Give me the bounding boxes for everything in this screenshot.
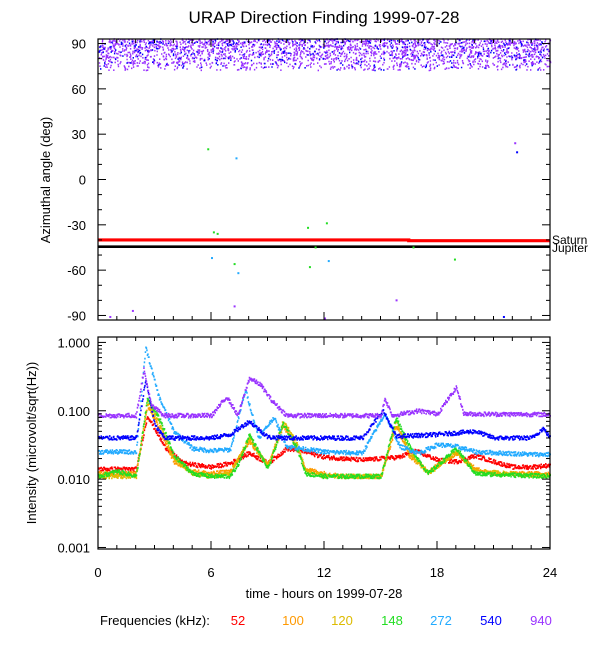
scatter-point-5	[233, 263, 236, 266]
azimuth-ytick-label: -30	[67, 218, 86, 233]
scatter-point-9	[314, 246, 317, 249]
legend-entry-148: 148	[381, 613, 403, 628]
scatter-point-20	[324, 317, 326, 320]
scatter-point-21	[502, 315, 505, 318]
scatter-point-18	[131, 309, 134, 312]
azimuth-ytick-label: 60	[72, 82, 86, 97]
legend: Frequencies (kHz): 52 100 120 148 272 540 940	[100, 613, 552, 628]
intensity-ticks: 1.000 0.100 0.010 0.001 0 6 12 18 24	[57, 335, 557, 580]
intensity-data	[98, 346, 551, 480]
series-940-band	[98, 38, 552, 72]
azimuth-ytick-label: -60	[67, 263, 86, 278]
legend-entry-940: 940	[530, 613, 552, 628]
intensity-series-940	[98, 367, 551, 419]
legend-entry-540: 540	[480, 613, 502, 628]
scatter-point-3	[207, 148, 210, 151]
x-tick-label: 12	[317, 565, 331, 580]
legend-title: Frequencies (kHz):	[100, 613, 210, 628]
x-tick-label: 6	[207, 565, 214, 580]
scatter-point-1	[216, 232, 219, 235]
azimuth-ytick-label: -90	[67, 308, 86, 323]
intensity-ylabel: Intensity (microvolt/sqrt(Hz))	[24, 362, 39, 525]
chart-title: URAP Direction Finding 1999-07-28	[189, 8, 460, 27]
x-axis-label: time - hours on 1999-07-28	[246, 586, 403, 601]
saturn-line	[98, 238, 550, 243]
scatter-point-19	[109, 315, 112, 318]
azimuth-ylabel: Azimuthal angle (deg)	[38, 117, 53, 243]
scatter-point-11	[327, 260, 330, 263]
legend-entry-100: 100	[282, 613, 304, 628]
scatter-point-7	[307, 226, 310, 229]
intensity-ytick-label: 1.000	[57, 335, 90, 350]
jupiter-label: Jupiter	[552, 241, 588, 255]
scatter-point-8	[325, 222, 328, 225]
series-540-band	[98, 38, 551, 72]
azimuth-ticks: 90 60 30 0 -30 -60 -90	[67, 37, 551, 323]
scatter-point-0	[212, 231, 215, 234]
intensity-series-272	[98, 346, 551, 458]
intensity-panel: 1.000 0.100 0.010 0.001 0 6 12 18 24 Intensity (…	[24, 335, 557, 601]
legend-entry-120: 120	[331, 613, 353, 628]
scatter-point-16	[395, 299, 398, 302]
saturn-label: Saturn	[552, 233, 587, 247]
azimuth-data	[98, 38, 552, 320]
intensity-ytick-label: 0.010	[57, 472, 90, 487]
azimuth-frame	[97, 38, 551, 321]
intensity-ytick-label: 0.100	[57, 404, 90, 419]
legend-entry-52: 52	[231, 613, 245, 628]
azimuth-ytick-label: 0	[79, 173, 86, 188]
azimuth-ytick-label: 90	[72, 37, 86, 52]
scatter-point-6	[237, 272, 240, 275]
x-tick-label: 18	[430, 565, 444, 580]
x-tick-label: 24	[543, 565, 557, 580]
scatter-point-12	[412, 246, 415, 249]
intensity-ytick-label: 0.001	[57, 540, 90, 555]
scatter-point-17	[233, 305, 236, 308]
intensity-series-148	[98, 397, 551, 480]
scatter-point-15	[516, 151, 519, 154]
scatter-point-10	[308, 266, 311, 269]
x-tick-label: 0	[94, 565, 101, 580]
scatter-point-14	[514, 142, 517, 145]
azimuth-ytick-label: 30	[72, 127, 86, 142]
scatter-point-13	[453, 258, 456, 261]
azimuth-panel: 90 60 30 0 -30 -60 -90 Azimuthal angle (deg) S…	[38, 37, 588, 324]
legend-entry-272: 272	[430, 613, 452, 628]
scatter-point-2	[211, 257, 213, 260]
scatter-point-4	[235, 157, 238, 160]
